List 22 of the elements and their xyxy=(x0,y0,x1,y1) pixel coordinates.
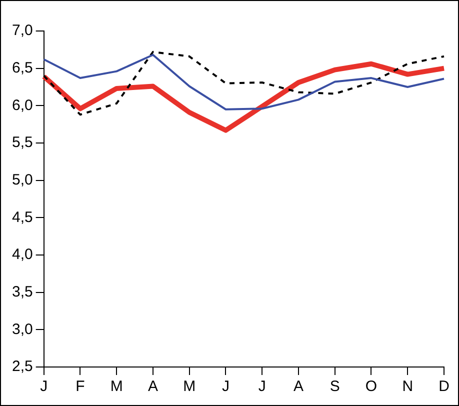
x-tick-label: O xyxy=(365,378,378,396)
y-tick-label: 5,5 xyxy=(12,134,33,152)
y-tick-label: 6,5 xyxy=(12,59,33,76)
x-tick-label: A xyxy=(148,378,158,396)
y-tick-label: 3,0 xyxy=(12,320,33,338)
x-tick-label: S xyxy=(330,378,340,396)
x-tick-label: M xyxy=(183,378,196,396)
y-tick-label: 4,5 xyxy=(12,208,33,226)
x-tick-label: M xyxy=(110,378,123,396)
y-tick-label: 3,5 xyxy=(12,283,33,300)
y-tick-label: 7,0 xyxy=(12,22,33,40)
y-tick-label: 5,0 xyxy=(12,171,33,188)
x-tick-label: N xyxy=(402,378,414,396)
x-tick-label: J xyxy=(40,378,48,396)
x-tick-label: A xyxy=(293,378,304,396)
y-tick-label: 2,5 xyxy=(12,358,33,376)
y-tick-label: 6,0 xyxy=(12,96,33,114)
x-tick-label: J xyxy=(222,378,230,396)
x-tick-label: F xyxy=(76,378,85,396)
y-tick-label: 4,0 xyxy=(12,246,33,264)
x-tick-label: D xyxy=(438,378,450,396)
x-tick-label: J xyxy=(258,378,266,396)
